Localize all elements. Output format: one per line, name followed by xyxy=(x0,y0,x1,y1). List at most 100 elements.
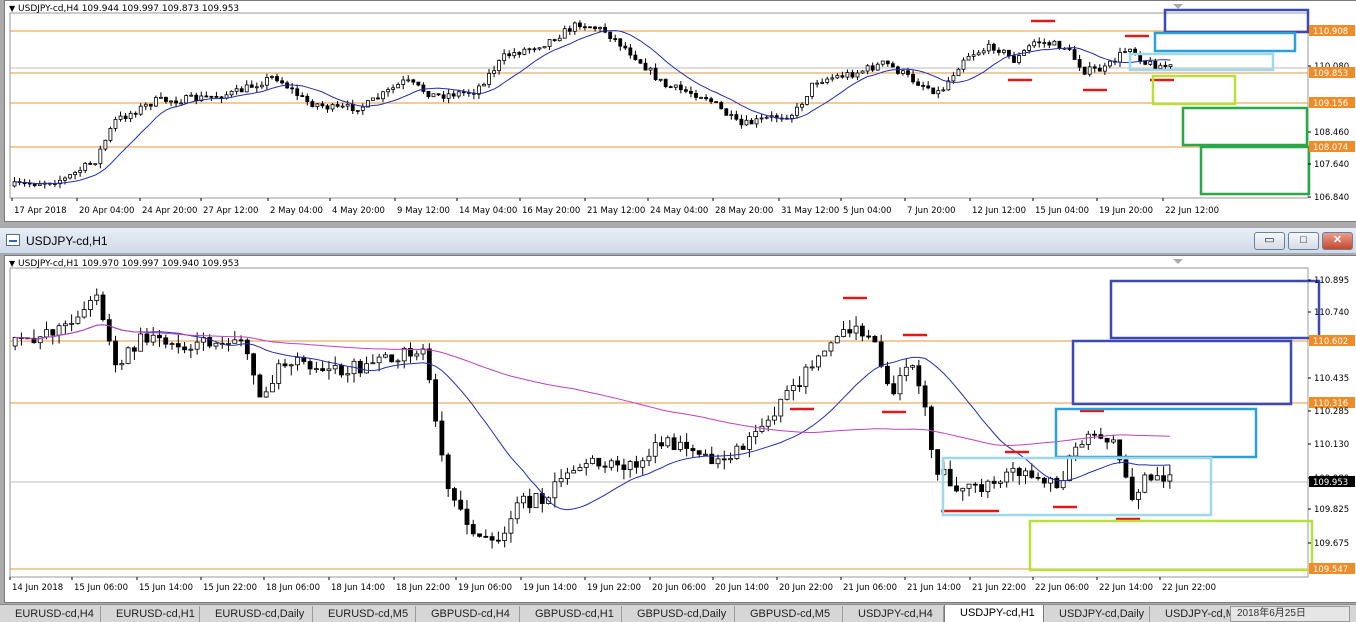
candle-body xyxy=(809,366,815,369)
close-button[interactable]: ✕ xyxy=(1322,232,1353,250)
close-icon: ✕ xyxy=(1332,234,1343,246)
moving-average-line xyxy=(14,30,1171,185)
candle-body xyxy=(1047,42,1052,46)
candle-body xyxy=(521,495,526,504)
candle-body xyxy=(658,78,663,81)
candlestick-chart-h1[interactable]: 110.895 110.740 110.602 110.435 110.316110.2… xyxy=(5,256,1356,602)
candle-body xyxy=(1041,477,1047,484)
candle-body xyxy=(204,95,209,98)
candle-body xyxy=(956,68,961,77)
candle-body xyxy=(847,329,853,334)
candle-body xyxy=(979,484,984,492)
price-tick-label: 108.460 xyxy=(1314,128,1349,138)
candle-body xyxy=(627,461,633,471)
candle-body xyxy=(148,103,153,107)
chart-tab[interactable]: EURUSD-cd,H4 xyxy=(0,606,101,622)
menu-triangle-icon[interactable]: ▼ xyxy=(9,4,16,13)
chart-tab[interactable]: EURUSD-cd,Daily xyxy=(200,606,313,622)
candle-body xyxy=(270,382,275,393)
candle-body xyxy=(744,119,749,126)
chart-window-titlebar[interactable]: USDJPY-cd,H1 ▭ □ ✕ xyxy=(0,228,1356,254)
candle-body xyxy=(872,335,878,343)
candle-body xyxy=(93,163,98,166)
candle-body xyxy=(288,364,294,367)
candle-body xyxy=(564,472,570,479)
candle-body xyxy=(477,85,481,95)
candle-body xyxy=(947,468,953,487)
candle-body xyxy=(75,316,81,324)
time-tick-label: 22 Jun 12:00 xyxy=(1165,206,1219,216)
chart-tab[interactable]: GBPUSD-cd,H4 xyxy=(416,606,520,622)
candle-body xyxy=(381,91,385,100)
candle-body xyxy=(194,341,200,350)
candle-body xyxy=(890,63,895,68)
price-tick-label: 106.840 xyxy=(1314,193,1349,203)
chart-tab[interactable]: GBPUSD-cd,H1 xyxy=(520,606,622,622)
chart-tab[interactable]: EURUSD-cd,M5 xyxy=(313,606,416,622)
candle-body xyxy=(618,38,623,47)
candle-body xyxy=(451,93,456,97)
time-tick-label: 28 May 20:00 xyxy=(715,206,773,216)
candle-body xyxy=(138,105,143,115)
moving-average-fast xyxy=(15,324,1170,511)
candle-body xyxy=(1108,60,1112,67)
candle-body xyxy=(305,95,310,102)
candle-body xyxy=(123,115,128,120)
candle-body xyxy=(547,39,552,47)
candle-body xyxy=(244,339,250,355)
price-zone-box xyxy=(1028,519,1314,572)
candle-body xyxy=(1029,470,1035,478)
candle-body xyxy=(694,92,698,98)
candle-body xyxy=(1023,470,1028,477)
candle-body xyxy=(325,105,330,110)
candle-body xyxy=(668,86,673,89)
candle-body xyxy=(615,460,621,466)
candle-body xyxy=(588,26,592,29)
candle-body xyxy=(213,342,219,347)
chart-plot-h1[interactable]: 110.895 110.740 110.602 110.435 110.316 110.2… xyxy=(5,256,1356,602)
chart-tab[interactable]: GBPUSD-cd,M5 xyxy=(735,606,843,622)
chart-window-icon xyxy=(6,234,20,246)
price-zone-box xyxy=(1153,31,1297,53)
chart-tab[interactable]: USDJPY-cd,H4 xyxy=(843,606,944,622)
candle-body xyxy=(1016,467,1022,477)
candle-body xyxy=(598,27,602,30)
candle-body xyxy=(226,342,231,345)
candle-body xyxy=(646,455,652,462)
candle-body xyxy=(724,108,729,116)
chart-plot-h4[interactable]: 110.908110.080109.853109.156108.460108.0… xyxy=(5,1,1356,221)
candle-body xyxy=(495,539,501,542)
candlestick-chart-h4[interactable]: 110.908110.080109.853109.156108.460108.0… xyxy=(5,1,1356,221)
chart-tab[interactable]: EURUSD-cd,H1 xyxy=(101,606,200,622)
candle-body xyxy=(232,339,238,344)
candle-body xyxy=(689,90,693,94)
time-tick-label: 19 Jun 20:00 xyxy=(1099,206,1153,216)
candle-body xyxy=(340,105,345,108)
candle-body xyxy=(558,478,564,483)
candle-body xyxy=(295,88,300,96)
candle-body xyxy=(966,55,971,61)
candle-body xyxy=(63,177,67,181)
candle-body xyxy=(633,54,638,61)
candle-body xyxy=(671,437,677,451)
candle-body xyxy=(961,59,966,70)
chart-window-h1[interactable]: 110.895 110.740 110.602 110.435 110.316 110.2… xyxy=(4,255,1356,603)
candle-body xyxy=(157,334,162,339)
candle-body xyxy=(527,495,533,509)
chart-tab[interactable]: USDJPY-cd,H1 xyxy=(944,605,1044,622)
candle-body xyxy=(789,114,794,119)
candle-body xyxy=(100,294,106,321)
menu-triangle-icon[interactable]: ▼ xyxy=(9,259,16,268)
time-tick-label: 16 May 20:00 xyxy=(522,206,580,216)
candle-body xyxy=(906,70,910,75)
maximize-button[interactable]: □ xyxy=(1288,232,1319,250)
candle-body xyxy=(583,463,589,468)
chart-window-h4[interactable]: 110.908110.080109.853109.156108.460108.0… xyxy=(4,0,1356,222)
chart-tab[interactable]: GBPUSD-cd,Daily xyxy=(622,606,735,622)
chart-info-line: ▼ USDJPY-cd,H4 109.944 109.997 109.873 1… xyxy=(9,4,239,14)
candle-body xyxy=(150,334,156,343)
candle-body xyxy=(138,333,144,352)
minimize-button[interactable]: ▭ xyxy=(1254,232,1285,250)
chart-tab[interactable]: USDJPY-cd,Daily xyxy=(1044,606,1150,622)
